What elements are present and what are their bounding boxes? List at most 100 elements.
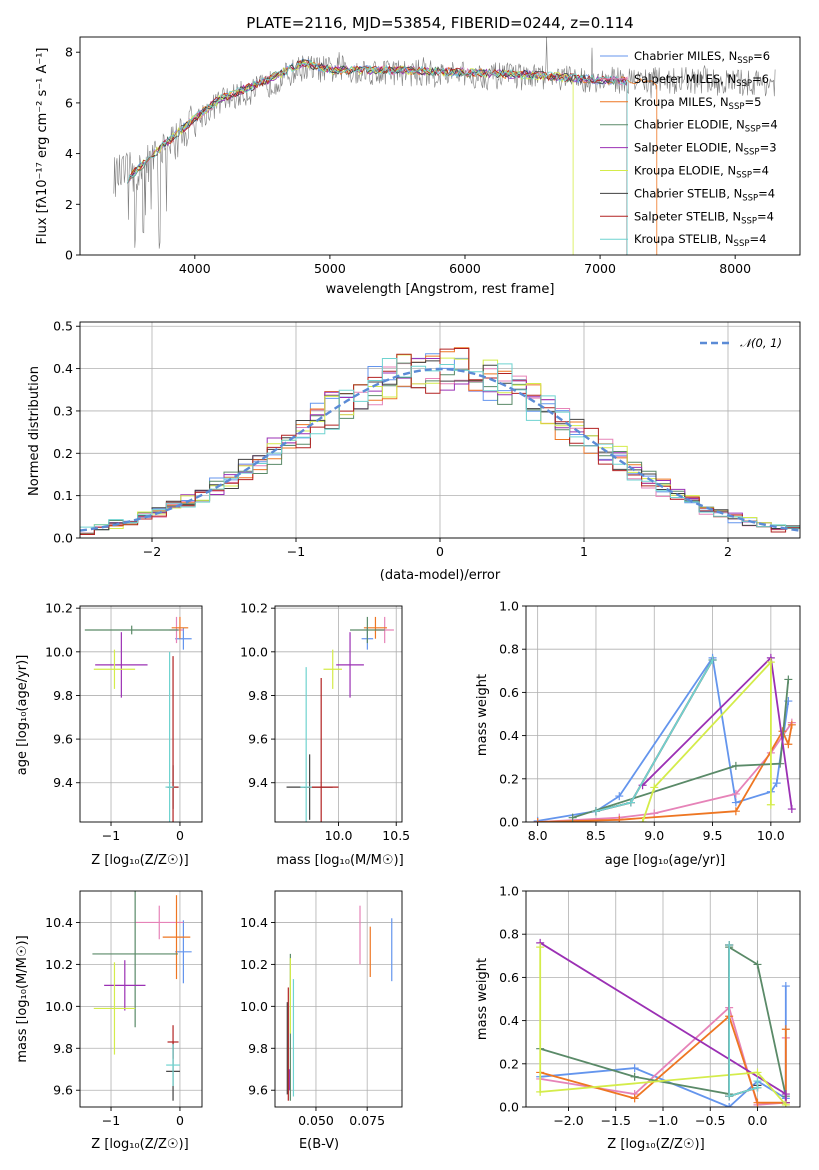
weight-marker-kroupa_miles — [731, 807, 740, 816]
weight-marker-kroupa_miles — [753, 1098, 762, 1107]
x-tick-label: 6000 — [449, 261, 481, 276]
mass-age-xlabel: mass [log₁₀(M/M☉)] — [276, 853, 403, 868]
weight-marker-chabrier_elodie — [731, 761, 740, 770]
y-tick-label: 10.0 — [240, 644, 268, 659]
weight-line-chabrier_elodie — [572, 679, 790, 819]
weight-marker-kroupa_miles — [781, 1025, 790, 1034]
model-spectrum-salpeter_miles — [126, 60, 628, 255]
z-mass-panel: −1 0 9.6 9.8 10.0 10.2 10.4 — [45, 890, 203, 1128]
x-tick-label: 4000 — [179, 261, 211, 276]
y-tick-label: 0.6 — [499, 685, 519, 700]
weight-marker-chabrier_miles — [781, 982, 790, 991]
spectrum-title: PLATE=2116, MJD=53854, FIBERID=0244, z=0… — [246, 14, 633, 32]
model-spectrum-kroupa_stelib — [126, 60, 628, 255]
axes-frame — [79, 890, 203, 1108]
y-tick-label: 4 — [65, 146, 73, 161]
mass-age-panel: 10.0 10.5 9.4 9.6 9.8 10.0 10.2 — [240, 601, 410, 843]
y-tick-label: 0.4 — [53, 361, 73, 376]
y-tick-label: 9.4 — [53, 775, 73, 790]
y-tick-label: 0.4 — [499, 728, 519, 743]
y-tick-label: 0.1 — [53, 488, 73, 503]
x-tick-label: 5000 — [314, 261, 346, 276]
weight-marker-salpeter_miles — [650, 809, 659, 818]
y-tick-label: 9.8 — [53, 688, 73, 703]
y-tick-label: 10.2 — [45, 601, 73, 616]
axes-frame — [525, 890, 801, 1108]
y-tick-label: 9.6 — [248, 732, 268, 747]
y-tick-label: 10.0 — [45, 999, 73, 1014]
legend-label-salpeter_miles: Salpeter MILES, NSSP=6 — [634, 72, 769, 89]
weight-marker-salpeter_elodie — [787, 805, 796, 814]
axes-frame — [525, 605, 801, 823]
spectrum-xlabel: wavelength [Angstrom, rest frame] — [326, 282, 555, 297]
weight-marker-kroupa_miles — [630, 1094, 639, 1103]
x-tick-label: 0.050 — [298, 1113, 334, 1128]
z-weight-panel: −2.0 −1.5 −1.0 −0.5 0.0 0.0 0.2 0.4 0.6 0.8 1.0 — [499, 884, 801, 1128]
x-tick-label: −2.0 — [553, 1113, 583, 1128]
model-spectrum-salpeter_elodie — [126, 63, 628, 255]
model-spectrum-chabrier_elodie — [126, 58, 628, 255]
weight-marker-kroupa_miles — [787, 720, 796, 729]
y-tick-label: 10.0 — [240, 999, 268, 1014]
plot-area — [536, 938, 790, 1107]
y-tick-label: 9.6 — [248, 1083, 268, 1098]
weight-marker-kroupa_stelib — [753, 1077, 762, 1086]
plot-area — [80, 347, 800, 535]
weight-marker-kroupa_stelib — [725, 941, 734, 949]
z-mass-ylabel: mass [log₁₀(M/M☉)] — [15, 935, 30, 1062]
weight-marker-kroupa_elodie — [753, 1068, 762, 1077]
x-tick-label: 8.5 — [586, 828, 606, 843]
x-tick-label: 1 — [580, 544, 588, 559]
z-mass-xlabel: Z [log₁₀(Z/Z☉)] — [91, 1137, 188, 1152]
y-tick-label: 0.2 — [499, 1056, 519, 1071]
legend-label-chabrier_miles: Chabrier MILES, NSSP=6 — [634, 49, 770, 66]
weight-marker-kroupa_elodie — [766, 658, 775, 667]
x-tick-label: 8.0 — [528, 828, 548, 843]
x-tick-label: 0 — [176, 828, 184, 843]
model-spectrum-salpeter_stelib — [126, 60, 628, 255]
weight-marker-chabrier_elodie — [776, 759, 785, 768]
weight-marker-chabrier_elodie — [784, 675, 793, 684]
x-tick-label: −1.0 — [648, 1113, 678, 1128]
weight-marker-kroupa_elodie — [536, 1087, 545, 1096]
hist-step-kroupa_stelib — [80, 358, 800, 528]
y-tick-label: 10.2 — [240, 957, 268, 972]
y-tick-label: 0.3 — [53, 403, 73, 418]
weight-marker-salpeter_elodie — [781, 1090, 790, 1099]
axes-frame — [79, 605, 203, 823]
legend-label-chabrier_elodie: Chabrier ELODIE, NSSP=4 — [634, 118, 778, 135]
y-tick-label: 10.4 — [45, 915, 73, 930]
weight-marker-chabrier_elodie — [753, 960, 762, 969]
weight-marker-chabrier_miles — [615, 792, 624, 801]
spectrum-panel: 4000 5000 6000 7000 8000 0 2 4 6 8 — [65, 36, 801, 276]
y-tick-label: 10.0 — [45, 644, 73, 659]
y-tick-label: 0.0 — [499, 1100, 519, 1115]
x-tick-label: −1.5 — [601, 1113, 631, 1128]
y-tick-label: 9.6 — [53, 732, 73, 747]
x-tick-label: −1 — [102, 828, 120, 843]
y-tick-label: 6 — [65, 95, 73, 110]
weight-marker-chabrier_miles — [772, 779, 781, 788]
model-spectrum-chabrier_miles — [127, 58, 628, 255]
x-tick-label: 0.075 — [349, 1113, 385, 1128]
legend-label-kroupa_stelib: Kroupa STELIB, NSSP=4 — [634, 232, 766, 249]
y-tick-label: 10.2 — [240, 601, 268, 616]
plot-area — [84, 616, 192, 822]
age-weight-xlabel: age [log₁₀(age/yr)] — [605, 853, 726, 868]
plot-area — [92, 891, 192, 1101]
weight-marker-kroupa_stelib — [725, 1092, 734, 1101]
x-tick-label: 8000 — [719, 261, 751, 276]
y-tick-label: 0.0 — [499, 815, 519, 830]
y-tick-label: 0.8 — [499, 927, 519, 942]
weight-line-chabrier_miles — [537, 655, 790, 822]
y-tick-label: 0 — [65, 248, 73, 263]
y-tick-label: 10.2 — [45, 957, 73, 972]
weight-marker-kroupa_elodie — [650, 783, 659, 792]
weight-line-salpeter_miles — [537, 722, 793, 822]
y-tick-label: 2 — [65, 197, 73, 212]
plot-area — [113, 37, 776, 255]
weight-marker-chabrier_elodie — [568, 813, 577, 822]
y-tick-label: 0.6 — [499, 970, 519, 985]
x-tick-label: 9.0 — [644, 828, 664, 843]
